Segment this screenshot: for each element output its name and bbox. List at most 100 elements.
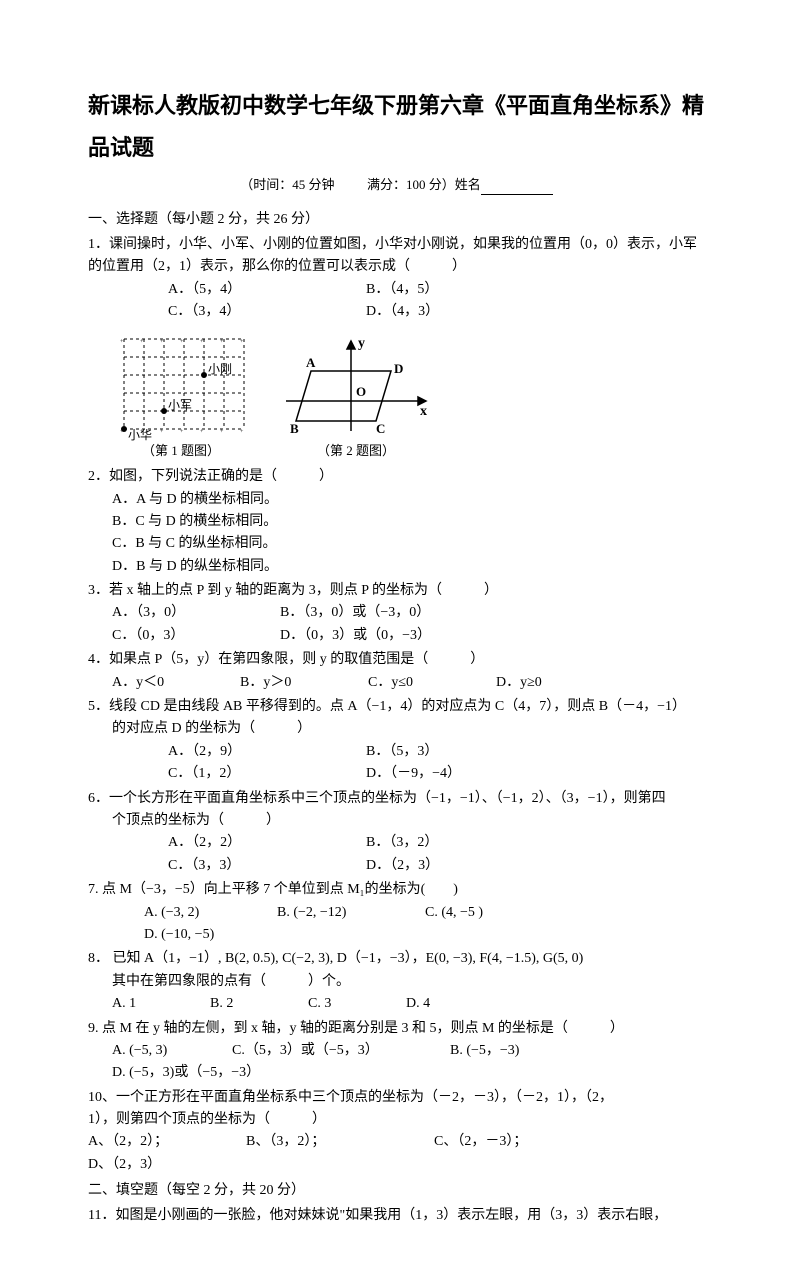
q7-opt-b: B. (−2, −12) [277, 902, 387, 924]
q5-text2: 的对应点 D 的坐标为（ ） [88, 718, 705, 740]
q7-opt-a: A. (−3, 2) [144, 902, 239, 924]
q1-text: 1．课间操时，小华、小军、小刚的位置如图，小华对小刚说，如果我的位置用（0，0）… [88, 234, 705, 279]
q2-opt-d: D．B 与 D 的纵坐标相同。 [88, 556, 705, 578]
fullmark-label: 满分：100 分）姓名 [367, 177, 481, 192]
q5-opt-b: B．（5，3） [366, 741, 526, 763]
q2-opt-b: B．C 与 D 的横坐标相同。 [88, 511, 705, 533]
question-7: 7. 点 M（−3，−5）向上平移 7 个单位到点 M₁的坐标为( ) A. (… [88, 879, 705, 946]
q8-opt-a: A. 1 [112, 993, 172, 1015]
axes-figure: A D B C O x y [276, 331, 436, 441]
q10-opt-b: B、（3，2）； [246, 1131, 396, 1153]
svg-text:+: + [240, 339, 244, 345]
svg-text:+: + [180, 429, 184, 435]
q2-opt-a: A．A 与 D 的横坐标相同。 [88, 489, 705, 511]
q5-opt-d: D．（－9，−4） [366, 763, 526, 785]
meta-line: （时间：45 分钟 满分：100 分）姓名 [88, 175, 705, 196]
label-x: x [420, 404, 427, 419]
svg-text:+: + [200, 339, 204, 345]
q9-opt-a: A. (−5, 3) [112, 1040, 194, 1062]
label-C: C [376, 421, 385, 436]
svg-text:+: + [160, 429, 164, 435]
svg-text:+: + [220, 339, 224, 345]
q5-opt-a: A．（2，9） [168, 741, 328, 763]
q10-opt-a: A、（2，2）； [88, 1131, 208, 1153]
q9-opt-b: C.（5，3）或（−5，3） [232, 1040, 412, 1062]
q8-text2: 其中在第四象限的点有（ ）个。 [88, 971, 705, 993]
q4-opt-a: A．y＜0 [112, 672, 202, 694]
q9-opt-c: B. (−5，−3) [450, 1040, 550, 1062]
question-10: 10、一个正方形在平面直角坐标系中三个顶点的坐标为（－2，－3），（－2，1），… [88, 1087, 705, 1177]
q8-opt-b: B. 2 [210, 993, 270, 1015]
q5-text1: 5．线段 CD 是由线段 AB 平移得到的。点 A（−1，4）的对应点为 C（4… [88, 696, 705, 718]
q1-opt-d: D．（4，3） [366, 301, 526, 323]
page-title: 新课标人教版初中数学七年级下册第六章《平面直角坐标系》精品试题 [88, 85, 705, 169]
q7-opt-d: D. (−10, −5) [144, 924, 214, 946]
q7-opt-c: C. (4, −5 ) [425, 902, 575, 924]
q4-opt-b: B．y＞0 [240, 672, 330, 694]
label-A: A [306, 355, 316, 370]
label-xiaogang: 小刚 [208, 362, 232, 376]
question-5: 5．线段 CD 是由线段 AB 平移得到的。点 A（−1，4）的对应点为 C（4… [88, 696, 705, 786]
fig1-caption: （第 1 题图） [116, 441, 246, 462]
q7-text: 7. 点 M（−3，−5）向上平移 7 个单位到点 M₁的坐标为( ) [88, 879, 705, 901]
q10-text1: 10、一个正方形在平面直角坐标系中三个顶点的坐标为（－2，－3），（－2，1），… [88, 1087, 705, 1109]
q2-text: 2．如图，下列说法正确的是（ ） [88, 466, 705, 488]
svg-text:+: + [240, 429, 244, 435]
q10-opt-c: C、（2，－3）； [434, 1131, 604, 1153]
q9-opt-d: D. (−5，3)或（−5，−3） [112, 1062, 260, 1084]
label-B: B [290, 421, 299, 436]
question-8: 8． 已知 A（1，−1）, B(2, 0.5), C(−2, 3), D（−1… [88, 948, 705, 1015]
figure-1: +++++++ +++++++ 小华 小军 小刚 （第 1 题图） [116, 331, 246, 462]
q3-text: 3．若 x 轴上的点 P 到 y 轴的距离为 3，则点 P 的坐标为（ ） [88, 580, 705, 602]
fig2-caption: （第 2 题图） [276, 441, 436, 462]
q5-opt-c: C．（1，2） [168, 763, 328, 785]
q6-text1: 6．一个长方形在平面直角坐标系中三个顶点的坐标为（−1，−1）、（−1，2）、（… [88, 788, 705, 810]
svg-text:+: + [160, 339, 164, 345]
q6-opt-a: A．（2，2） [168, 832, 328, 854]
q6-text2: 个顶点的坐标为（ ） [88, 810, 705, 832]
question-4: 4．如果点 P（5，y）在第四象限，则 y 的取值范围是（ ） A．y＜0 B．… [88, 649, 705, 694]
svg-text:+: + [140, 339, 144, 345]
q10-opt-d: D、（2，3） [88, 1154, 161, 1176]
svg-text:+: + [200, 429, 204, 435]
question-11: 11．如图是小刚画的一张脸，他对妹妹说"如果我用（1，3）表示左眼，用（3，3）… [88, 1205, 705, 1227]
section-2-head: 二、填空题（每空 2 分，共 20 分） [88, 1180, 705, 1202]
q11-text: 11．如图是小刚画的一张脸，他对妹妹说"如果我用（1，3）表示左眼，用（3，3）… [88, 1205, 705, 1227]
q3-opt-a: A．（3，0） [112, 602, 242, 624]
q6-opt-c: C．（3，3） [168, 855, 328, 877]
question-1: 1．课间操时，小华、小军、小刚的位置如图，小华对小刚说，如果我的位置用（0，0）… [88, 234, 705, 324]
q3-opt-d: D．（0，3）或（0，−3） [280, 625, 431, 647]
question-3: 3．若 x 轴上的点 P 到 y 轴的距离为 3，则点 P 的坐标为（ ） A．… [88, 580, 705, 647]
svg-text:+: + [120, 339, 124, 345]
q9-text: 9. 点 M 在 y 轴的左侧，到 x 轴，y 轴的距离分别是 3 和 5，则点… [88, 1018, 705, 1040]
q1-opt-b: B．（4，5） [366, 279, 526, 301]
q2-opt-c: C．B 与 C 的纵坐标相同。 [88, 533, 705, 555]
svg-text:+: + [180, 339, 184, 345]
grid-figure: +++++++ +++++++ 小华 小军 小刚 [116, 331, 246, 441]
q8-text1: 8． 已知 A（1，−1）, B(2, 0.5), C(−2, 3), D（−1… [88, 948, 705, 970]
name-blank[interactable] [481, 194, 553, 195]
q4-opt-c: C．y≤0 [368, 672, 458, 694]
label-D: D [394, 361, 403, 376]
figure-2: A D B C O x y （第 2 题图） [276, 331, 436, 462]
question-2: 2．如图，下列说法正确的是（ ） A．A 与 D 的横坐标相同。 B．C 与 D… [88, 466, 705, 578]
q3-opt-c: C．（0，3） [112, 625, 242, 647]
label-y: y [358, 336, 365, 351]
question-9: 9. 点 M 在 y 轴的左侧，到 x 轴，y 轴的距离分别是 3 和 5，则点… [88, 1018, 705, 1085]
label-O: O [356, 384, 366, 399]
time-label: （时间：45 分钟 [240, 177, 334, 192]
question-6: 6．一个长方形在平面直角坐标系中三个顶点的坐标为（−1，−1）、（−1，2）、（… [88, 788, 705, 878]
q1-opt-a: A．（5，4） [168, 279, 328, 301]
svg-text:+: + [220, 429, 224, 435]
q4-text: 4．如果点 P（5，y）在第四象限，则 y 的取值范围是（ ） [88, 649, 705, 671]
section-1-head: 一、选择题（每小题 2 分，共 26 分） [88, 209, 705, 231]
q4-opt-d: D．y≥0 [496, 672, 542, 694]
q3-opt-b: B．（3，0）或（−3，0） [280, 602, 430, 624]
label-xiaohua: 小华 [128, 428, 152, 441]
q1-opt-c: C．（3，4） [168, 301, 328, 323]
q8-opt-d: D. 4 [406, 993, 430, 1015]
q6-opt-b: B．（3，2） [366, 832, 526, 854]
q10-text2: 1），则第四个顶点的坐标为（ ） [88, 1109, 705, 1131]
q8-opt-c: C. 3 [308, 993, 368, 1015]
label-xiaojun: 小军 [168, 398, 192, 412]
